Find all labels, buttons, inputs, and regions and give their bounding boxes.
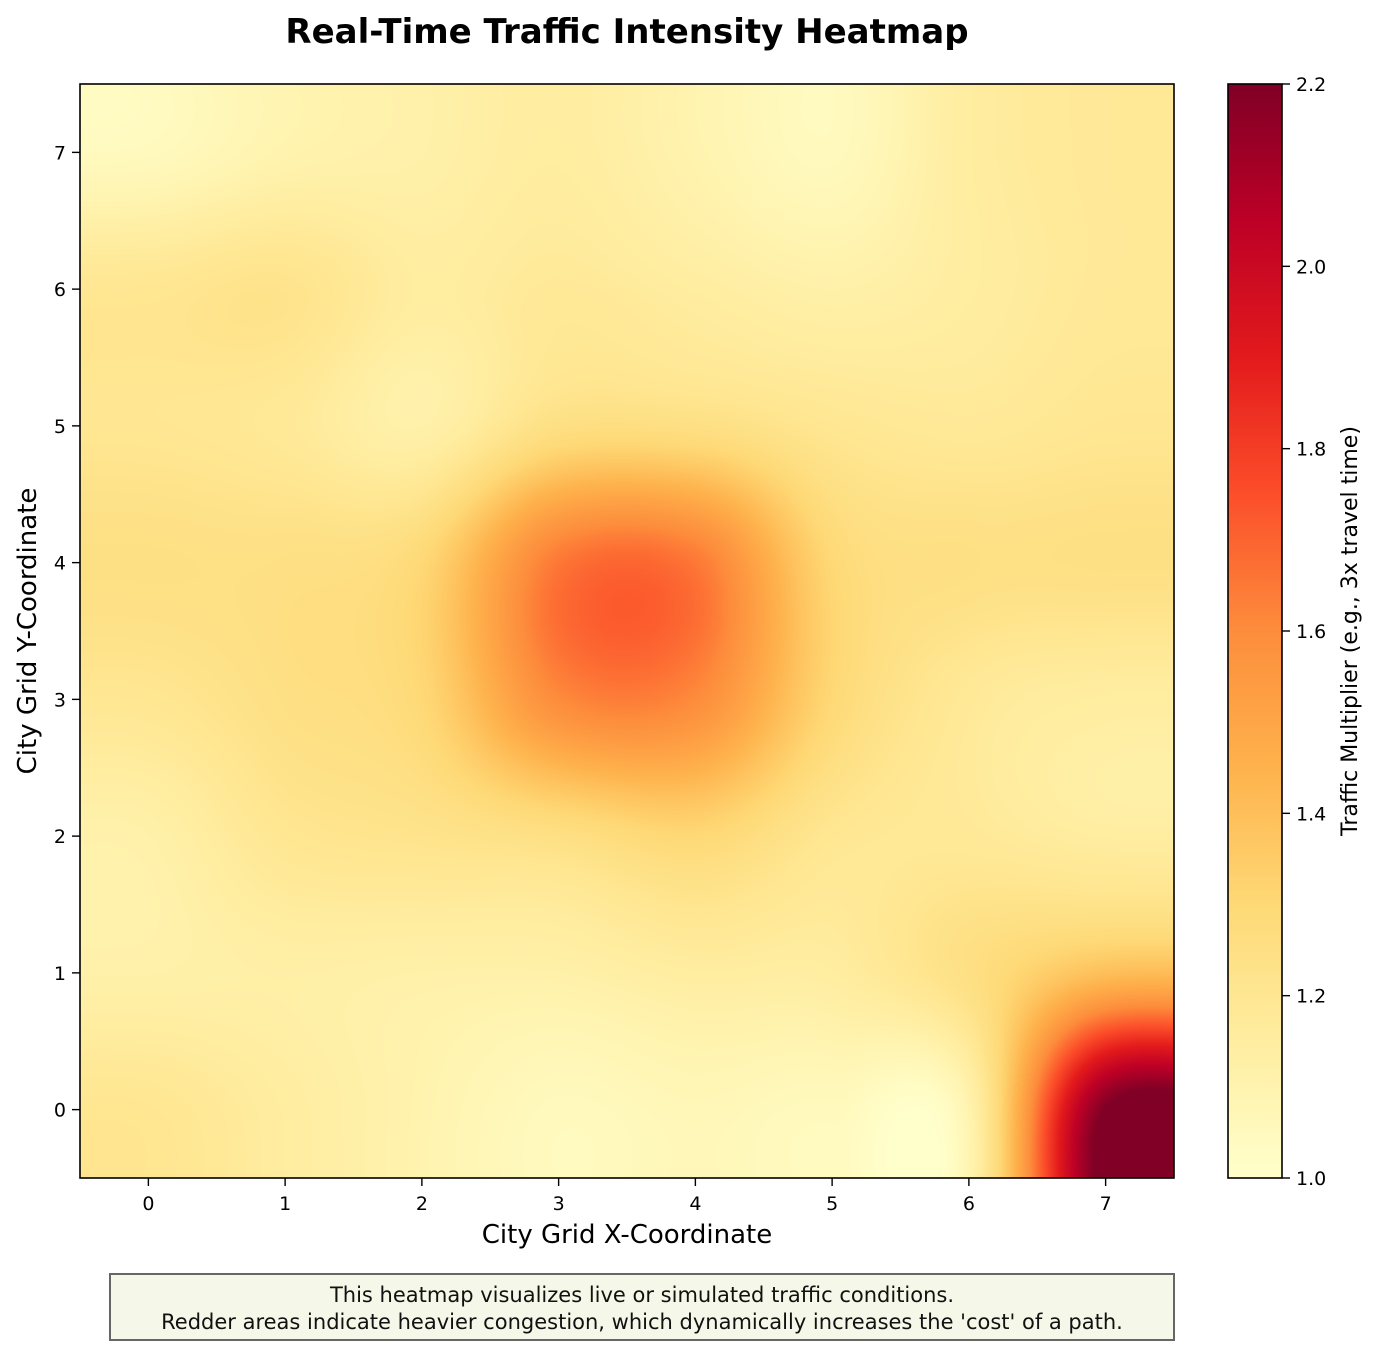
chart-title: Real-Time Traffic Intensity Heatmap [285,12,968,52]
x-tick-label: 3 [553,1193,565,1215]
x-tick-label: 2 [416,1193,428,1215]
x-tick-label: 5 [826,1193,838,1215]
colorbar: 1.0 1.2 1.4 1.6 1.8 2.0 2.2 Traffic Multiplier… [1227,74,1363,1190]
plot-area [79,83,1175,1179]
x-axis-label: City Grid X-Coordinate [482,1220,772,1250]
x-tick-label: 7 [1100,1193,1112,1215]
plot-frame [79,83,1175,1179]
colorbar-label: Traffic Multiplier (e.g., 3x travel time… [1338,426,1363,837]
x-tick-label: 1 [279,1193,291,1215]
y-tick-label: 5 [54,416,66,438]
x-tick-label: 4 [689,1193,701,1215]
colorbar-tick-label: 2.0 [1296,256,1326,278]
y-tick-label: 2 [54,826,66,848]
colorbar-tick-label: 1.6 [1296,621,1326,643]
caption-box: This heatmap visualizes live or simulate… [109,1273,1175,1341]
x-tick-label: 0 [142,1193,154,1215]
heatmap-surface [80,84,1174,1178]
y-tick-label: 0 [54,1100,66,1122]
y-axis: 0 1 2 3 4 5 6 7 [54,142,80,1122]
colorbar-tick-label: 1.4 [1296,803,1326,825]
colorbar-tick-label: 1.2 [1296,986,1326,1008]
x-tick-label: 6 [963,1193,975,1215]
colorbar-tick-label: 1.8 [1296,439,1326,461]
y-tick-label: 4 [54,553,66,575]
x-axis: 0 1 2 3 4 5 6 7 [142,1178,1112,1215]
caption-line-2: Redder areas indicate heavier congestion… [161,1310,1123,1334]
colorbar-ticks: 1.0 1.2 1.4 1.6 1.8 2.0 2.2 [1282,74,1326,1190]
y-tick-label: 7 [54,142,66,164]
caption-line-1: This heatmap visualizes live or simulate… [329,1283,955,1307]
y-axis-label: City Grid Y-Coordinate [13,488,43,775]
y-tick-label: 6 [54,279,66,301]
colorbar-tick-label: 1.0 [1296,1168,1326,1190]
colorbar-gradient [1227,83,1283,1179]
y-tick-label: 3 [54,689,66,711]
colorbar-tick-label: 2.2 [1296,74,1326,96]
y-tick-label: 1 [54,963,66,985]
